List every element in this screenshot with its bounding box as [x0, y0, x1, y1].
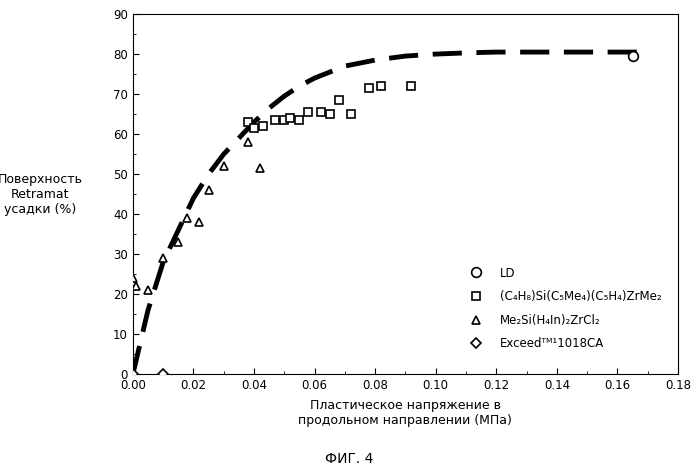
X-axis label: Пластическое напряжение в
продольном направлении (МПа): Пластическое напряжение в продольном нап… — [298, 399, 512, 427]
Legend: LD, (C₄H₈)Si(C₅Me₄)(C₅H₄)ZrMe₂, Me₂Si(H₄In)₂ZrCl₂, Exceedᵀᴹ¹1018CA: LD, (C₄H₈)Si(C₅Me₄)(C₅H₄)ZrMe₂, Me₂Si(H₄… — [464, 267, 661, 351]
Text: Поверхность
Retramat
усадки (%): Поверхность Retramat усадки (%) — [0, 173, 82, 216]
Text: ФИГ. 4: ФИГ. 4 — [325, 452, 374, 466]
